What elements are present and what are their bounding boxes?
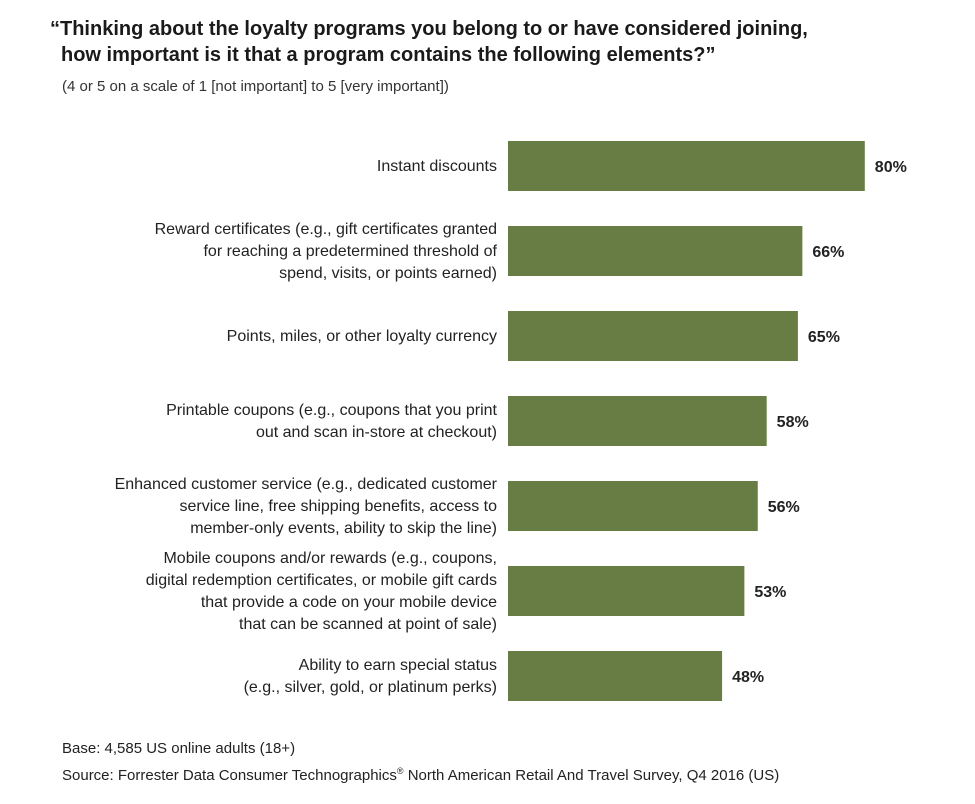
value-label: 58% [777,414,809,431]
value-label: 80% [875,159,907,176]
bar [508,311,798,361]
chart-title-line-2: how important is it that a program conta… [61,44,716,66]
category-label: Reward certificates (e.g., gift certific… [155,221,497,238]
category-label: service line, free shipping benefits, ac… [180,498,498,515]
category-label: digital redemption certificates, or mobi… [146,572,497,589]
category-label: spend, visits, or points earned) [279,265,497,282]
category-label: that can be scanned at point of sale) [239,616,497,633]
category-label: Ability to earn special status [299,657,497,674]
bar [508,226,803,276]
bar [508,566,745,616]
base-note: Base: 4,585 US online adults (18+) [62,740,296,757]
bar [508,141,865,191]
source-note: Source: Forrester Data Consumer Technogr… [62,766,779,784]
category-label: Points, miles, or other loyalty currency [227,328,497,345]
bar-chart: 80% Instant discounts 66% Reward certificat… [115,141,907,701]
bar [508,481,758,531]
value-label: 48% [732,669,764,686]
value-label: 65% [808,329,840,346]
chart-subtitle: (4 or 5 on a scale of 1 [not important] … [62,78,449,95]
category-label: (e.g., silver, gold, or platinum perks) [244,679,497,696]
category-label: member-only events, ability to skip the … [190,520,497,537]
bar [508,396,767,446]
category-label: Printable coupons (e.g., coupons that yo… [166,402,497,419]
registered-mark: ® [396,766,404,776]
category-label: Instant discounts [377,158,497,175]
value-label: 56% [768,499,800,516]
chart-title-line-1: “Thinking about the loyalty programs you… [50,18,808,40]
category-label: Mobile coupons and/or rewards (e.g., cou… [163,550,497,567]
source-text-end: North American Retail And Travel Survey,… [403,767,780,784]
chart-title: “Thinking about the loyalty programs you… [50,16,950,68]
category-label: Enhanced customer service (e.g., dedicat… [115,476,498,493]
category-label: for reaching a predetermined threshold o… [203,243,497,260]
bar [508,651,723,701]
value-label: 53% [754,584,786,601]
source-text: Source: Forrester Data Consumer Technogr… [62,767,397,784]
category-label: out and scan in-store at checkout) [256,424,497,441]
category-label: that provide a code on your mobile devic… [201,594,497,611]
value-label: 66% [812,244,844,261]
